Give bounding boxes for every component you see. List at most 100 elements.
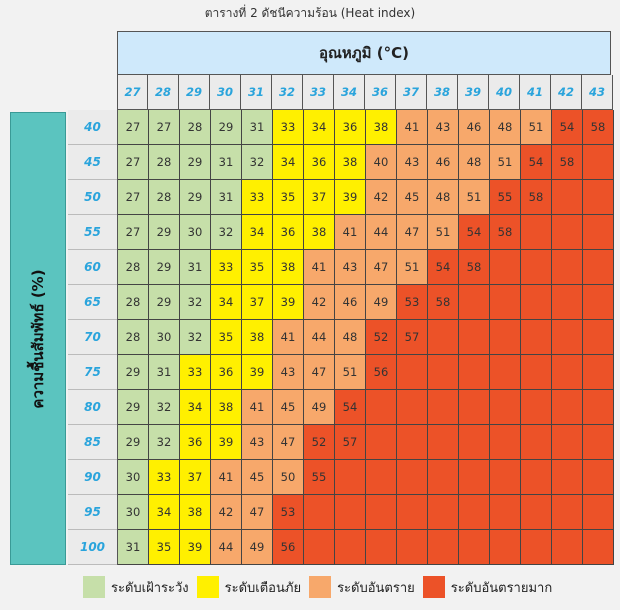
row-header: 60: [68, 250, 117, 285]
heat-index-cell: 28: [180, 110, 211, 145]
heat-index-cell: 47: [273, 425, 304, 460]
heat-index-cell: 43: [397, 145, 428, 180]
heat-index-cell: [397, 530, 428, 565]
heat-index-cell: [583, 145, 614, 180]
heat-index-cell: 34: [211, 285, 242, 320]
heat-index-cell: 28: [149, 145, 180, 180]
heat-index-cell: 32: [242, 145, 273, 180]
heat-index-cell: [521, 215, 552, 250]
heat-index-cell: [583, 390, 614, 425]
heat-index-cell: 38: [180, 495, 211, 530]
heat-index-cell: 55: [490, 180, 521, 215]
legend-label: ระดับอันตราย: [337, 580, 415, 596]
heat-index-cell: [521, 320, 552, 355]
humidity-axis-band: ความชื้นสัมพัทธ์ (%): [10, 112, 66, 565]
heat-index-cell: 34: [149, 495, 180, 530]
heat-index-cell: 29: [118, 390, 149, 425]
heat-index-cell: [366, 390, 397, 425]
heat-index-cell: 28: [118, 250, 149, 285]
heat-index-cell: 45: [273, 390, 304, 425]
heat-index-cell: 32: [211, 215, 242, 250]
heat-index-cell: 38: [304, 215, 335, 250]
heat-index-cell: 32: [180, 320, 211, 355]
heat-index-cell: 30: [180, 215, 211, 250]
heat-index-cell: 45: [242, 460, 273, 495]
heat-index-cell: [459, 425, 490, 460]
heat-index-cell: [459, 460, 490, 495]
heat-index-cell: 47: [397, 215, 428, 250]
heat-index-cell: 47: [242, 495, 273, 530]
legend: ระดับเฝ้าระวัง ระดับเตือนภัย ระดับอันตราย ร…: [83, 576, 560, 598]
heat-index-cell: 48: [490, 110, 521, 145]
row-header: 75: [68, 355, 117, 390]
heat-index-cell: 58: [521, 180, 552, 215]
heat-index-cell: [366, 460, 397, 495]
heat-index-cell: 35: [273, 180, 304, 215]
heat-index-cell: [490, 285, 521, 320]
heat-index-cell: [583, 425, 614, 460]
heat-index-cell: 47: [304, 355, 335, 390]
heat-index-cell: 52: [304, 425, 335, 460]
heat-index-cell: 54: [521, 145, 552, 180]
heat-index-cell: 28: [118, 285, 149, 320]
heat-index-cell: 27: [118, 215, 149, 250]
column-header: 29: [179, 75, 210, 110]
humidity-label: ความชื้นสัมพัทธ์ (%): [29, 268, 47, 409]
heat-index-cell: [335, 460, 366, 495]
legend-label: ระดับอันตรายมาก: [450, 580, 553, 596]
heat-index-cell: [552, 215, 583, 250]
heat-index-grid: 27 27 28 29 31 33 34 36 38 41 43 46 48 51 54 58 27 28 29 31…: [117, 110, 614, 565]
heat-index-cell: [428, 530, 459, 565]
heat-index-cell: 29: [118, 425, 149, 460]
row-header: 50: [68, 180, 117, 215]
heat-index-cell: 29: [180, 145, 211, 180]
heat-index-cell: [397, 355, 428, 390]
row-headers: 40 45 50 55 60 65 70 75 80 85 90 95 100: [68, 110, 117, 565]
heat-index-cell: 36: [180, 425, 211, 460]
heat-index-cell: 31: [149, 355, 180, 390]
heat-index-cell: 45: [397, 180, 428, 215]
heat-index-cell: 54: [335, 390, 366, 425]
heat-index-cell: 44: [366, 215, 397, 250]
heat-index-cell: [552, 180, 583, 215]
heat-index-cell: 42: [211, 495, 242, 530]
heat-index-cell: 54: [428, 250, 459, 285]
heat-index-cell: [521, 530, 552, 565]
row-header: 45: [68, 145, 117, 180]
heat-index-cell: 41: [273, 320, 304, 355]
heat-index-cell: 38: [242, 320, 273, 355]
heat-index-cell: 34: [304, 110, 335, 145]
column-header: 31: [241, 75, 272, 110]
heat-index-cell: [552, 355, 583, 390]
heat-index-cell: 33: [211, 250, 242, 285]
heat-index-cell: [490, 530, 521, 565]
heat-index-cell: 54: [552, 110, 583, 145]
heat-index-cell: [366, 495, 397, 530]
heat-index-cell: 34: [242, 215, 273, 250]
column-header: 39: [458, 75, 489, 110]
temperature-header: อุณหภูมิ (°C): [117, 31, 611, 75]
heat-index-cell: 32: [149, 390, 180, 425]
heat-index-cell: [397, 425, 428, 460]
heat-index-cell: [490, 355, 521, 390]
heat-index-cell: 35: [149, 530, 180, 565]
heat-index-cell: [428, 390, 459, 425]
heat-index-cell: 58: [459, 250, 490, 285]
heat-index-cell: 58: [552, 145, 583, 180]
row-header: 95: [68, 495, 117, 530]
heat-index-cell: 43: [242, 425, 273, 460]
heat-index-cell: 49: [366, 285, 397, 320]
heat-index-cell: 51: [397, 250, 428, 285]
heat-index-cell: 29: [149, 250, 180, 285]
heat-index-cell: 41: [335, 215, 366, 250]
heat-index-cell: [397, 495, 428, 530]
legend-label: ระดับเตือนภัย: [224, 580, 302, 596]
heat-index-cell: [521, 285, 552, 320]
heat-index-cell: 56: [366, 355, 397, 390]
heat-index-cell: 46: [428, 145, 459, 180]
row-header: 65: [68, 285, 117, 320]
heat-index-cell: 51: [459, 180, 490, 215]
heat-index-cell: 41: [304, 250, 335, 285]
heat-index-cell: 37: [304, 180, 335, 215]
heat-index-cell: [490, 460, 521, 495]
